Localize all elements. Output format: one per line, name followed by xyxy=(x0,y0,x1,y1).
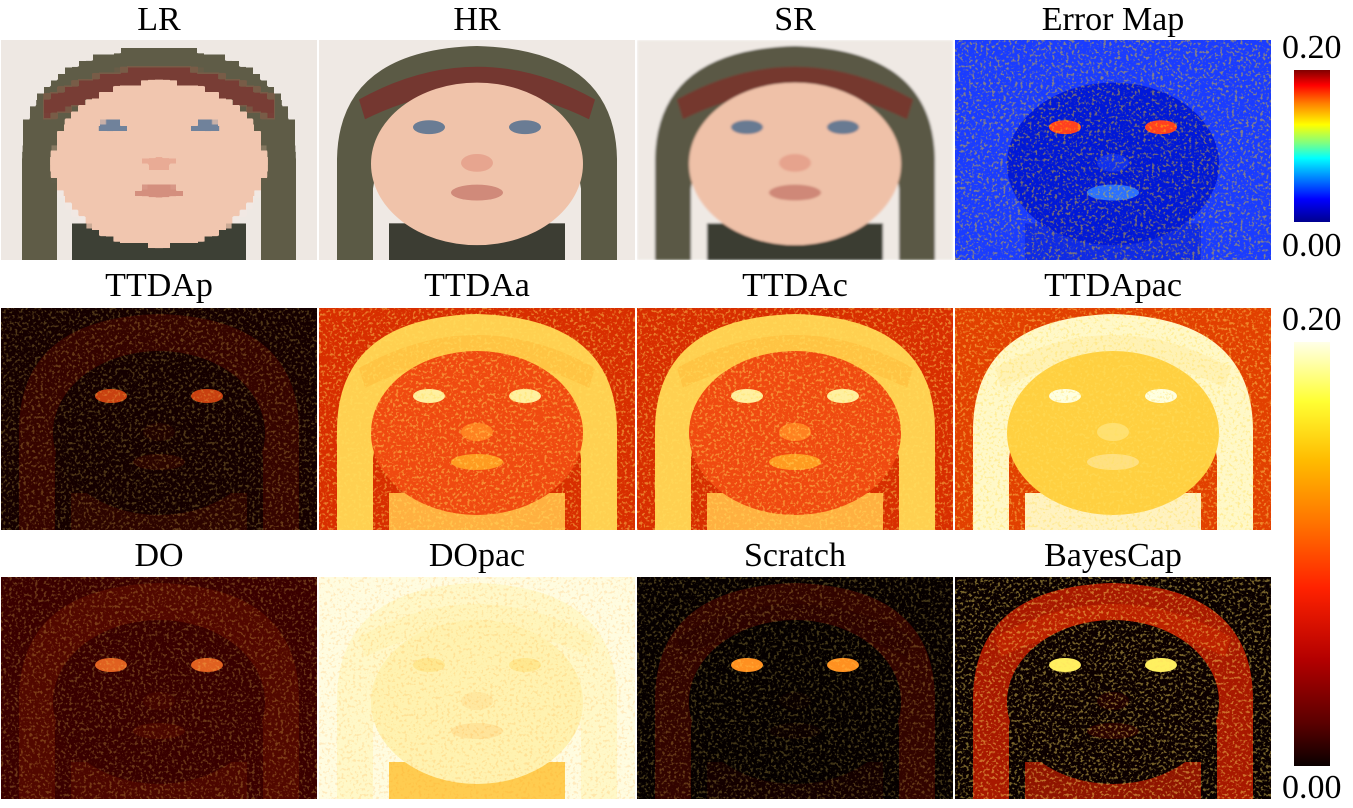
panel-label-hr: HR xyxy=(453,1,501,38)
colorbar-jet-min: 0.00 xyxy=(1282,227,1342,264)
panel-label-ttdap: TTDAp xyxy=(105,267,213,304)
colorbar-hot xyxy=(1294,342,1330,766)
bayescap-image xyxy=(955,577,1271,799)
ttdapac-image xyxy=(955,308,1271,530)
ttdac-image xyxy=(637,308,953,530)
colorbar-hot-min: 0.00 xyxy=(1282,769,1342,806)
panel-label-ttdaa: TTDAa xyxy=(424,267,530,304)
panel-label-do: DO xyxy=(134,537,184,574)
error-map-image xyxy=(955,40,1271,260)
colorbar-jet-max: 0.20 xyxy=(1282,29,1342,66)
hr-image xyxy=(319,40,635,260)
dopac-image xyxy=(319,577,635,799)
colorbar-jet xyxy=(1294,70,1330,222)
ttdaa-image xyxy=(319,308,635,530)
panel-label-ttdac: TTDAc xyxy=(742,267,848,304)
panel-label-bayescap: BayesCap xyxy=(1044,537,1182,574)
panel-label-sr: SR xyxy=(774,1,816,38)
sr-image xyxy=(637,40,953,260)
scratch-image xyxy=(637,577,953,799)
do-image xyxy=(1,577,317,799)
panel-label-scratch: Scratch xyxy=(744,537,846,574)
panel-label-dopac: DOpac xyxy=(428,537,526,574)
ttdap-image xyxy=(1,308,317,530)
panel-label-error-map: Error Map xyxy=(1041,1,1185,38)
panel-label-ttdapac: TTDApac xyxy=(1044,267,1182,304)
colorbar-hot-max: 0.20 xyxy=(1282,301,1342,338)
panel-label-lr: LR xyxy=(137,1,181,38)
lr-image xyxy=(1,40,317,260)
